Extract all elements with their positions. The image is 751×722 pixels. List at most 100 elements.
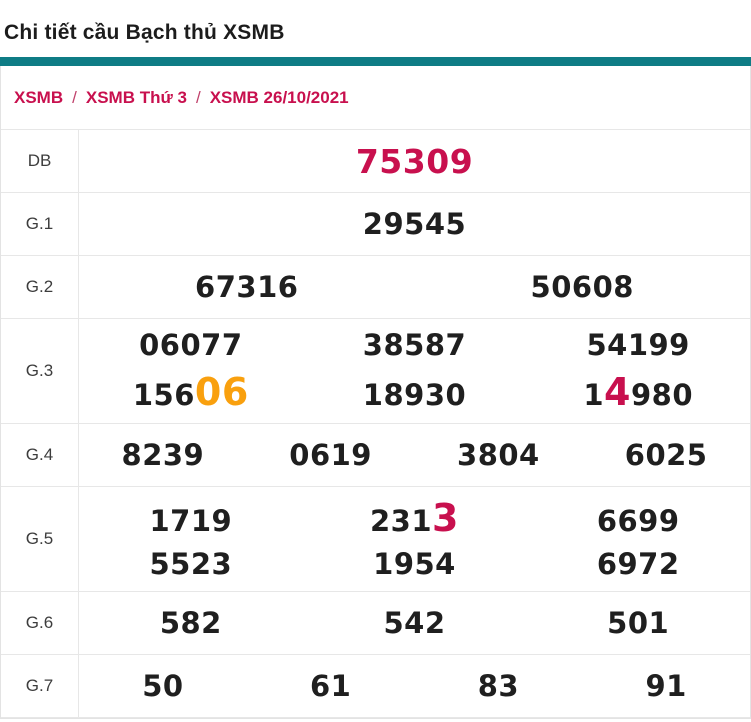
digit-segment: 1719 bbox=[149, 504, 233, 539]
digit-segment: 67316 bbox=[195, 269, 299, 304]
prize-label: G.4 bbox=[1, 424, 79, 486]
prize-number: 50608 bbox=[415, 269, 751, 304]
page-title: Chi tiết cầu Bạch thủ XSMB bbox=[4, 21, 285, 44]
prize-number: 15606 bbox=[79, 373, 303, 411]
results-table: DB 75309 G.1 29545 G.2 67316 50608 G.3 06077 3858… bbox=[1, 130, 750, 718]
prize-values: 50 61 83 91 bbox=[79, 655, 750, 717]
prize-number: 501 bbox=[526, 605, 750, 640]
table-row: G.5 1719 2313 6699 5523 1954 6972 bbox=[1, 487, 750, 592]
prize-number: 54199 bbox=[526, 331, 750, 360]
breadcrumb-link[interactable]: XSMB Thứ 3 bbox=[85, 87, 187, 107]
breadcrumb-link[interactable]: XSMB bbox=[14, 87, 64, 107]
digit-segment: 231 bbox=[370, 504, 433, 539]
digit-segment: 91 bbox=[645, 668, 687, 703]
table-row: G.3 06077 38587 54199 15606 18930 14980 bbox=[1, 319, 750, 424]
prize-number: 38587 bbox=[303, 331, 527, 360]
prize-number: 6972 bbox=[526, 546, 750, 581]
prize-label: G.6 bbox=[1, 592, 79, 654]
prize-line: 50 61 83 91 bbox=[79, 668, 750, 703]
prize-label: G.2 bbox=[1, 256, 79, 318]
table-row: G.4 8239 0619 3804 6025 bbox=[1, 424, 750, 487]
prize-number: 14980 bbox=[526, 373, 750, 411]
prize-number: 5523 bbox=[79, 546, 303, 581]
breadcrumb-separator: / bbox=[72, 87, 77, 107]
digit-segment: 542 bbox=[383, 605, 446, 640]
prize-values: 67316 50608 bbox=[79, 256, 750, 318]
highlighted-digit: 3 bbox=[432, 496, 459, 541]
digit-segment: 8239 bbox=[121, 437, 205, 472]
digit-segment: 06077 bbox=[139, 328, 243, 363]
prize-line: 582 542 501 bbox=[79, 605, 750, 640]
highlighted-digit: 06 bbox=[194, 369, 249, 414]
prize-number: 0619 bbox=[247, 437, 415, 472]
table-row: DB 75309 bbox=[1, 130, 750, 193]
prize-values: 75309 bbox=[79, 130, 750, 192]
digit-segment: 5523 bbox=[149, 546, 233, 581]
prize-number: 83 bbox=[415, 668, 583, 703]
prize-label: DB bbox=[1, 130, 79, 192]
prize-number: 6699 bbox=[526, 507, 750, 536]
table-row: G.1 29545 bbox=[1, 193, 750, 256]
digit-segment: 156 bbox=[132, 377, 195, 412]
digit-segment: 54199 bbox=[586, 328, 690, 363]
digit-segment: 18930 bbox=[362, 377, 467, 412]
breadcrumb-separator: / bbox=[195, 87, 201, 107]
prize-number: 75309 bbox=[79, 145, 750, 178]
digit-segment: 6699 bbox=[596, 504, 680, 539]
digit-segment: 501 bbox=[607, 605, 670, 640]
digit-segment: 980 bbox=[630, 377, 694, 412]
prize-number: 6025 bbox=[582, 437, 750, 472]
prize-line: 29545 bbox=[79, 206, 750, 241]
table-row: G.2 67316 50608 bbox=[1, 256, 750, 319]
prize-number: 1954 bbox=[303, 546, 527, 581]
prize-line: 06077 38587 54199 bbox=[79, 331, 750, 360]
table-row: G.6 582 542 501 bbox=[1, 592, 750, 655]
breadcrumb: XSMB / XSMB Thứ 3 / XSMB 26/10/2021 bbox=[1, 66, 750, 130]
digit-segment: 0619 bbox=[289, 437, 372, 472]
digit-segment: 1954 bbox=[373, 546, 456, 581]
prize-number: 61 bbox=[247, 668, 415, 703]
digit-segment: 29545 bbox=[362, 206, 467, 241]
highlighted-digit: 4 bbox=[604, 369, 631, 414]
prize-values: 29545 bbox=[79, 193, 750, 255]
highlighted-digit: 75309 bbox=[355, 141, 474, 181]
digit-segment: 1 bbox=[583, 377, 605, 412]
prize-values: 06077 38587 54199 15606 18930 14980 bbox=[79, 319, 750, 423]
digit-segment: 61 bbox=[309, 668, 352, 703]
prize-line: 8239 0619 3804 6025 bbox=[79, 437, 750, 472]
prize-label: G.7 bbox=[1, 655, 79, 717]
prize-number: 8239 bbox=[79, 437, 247, 472]
prize-number: 2313 bbox=[303, 499, 527, 537]
prize-line: 1719 2313 6699 bbox=[79, 499, 750, 537]
digit-segment: 582 bbox=[159, 605, 222, 640]
prize-values: 582 542 501 bbox=[79, 592, 750, 654]
prize-number: 06077 bbox=[79, 331, 303, 360]
prize-number: 542 bbox=[303, 605, 527, 640]
prize-number: 67316 bbox=[79, 269, 415, 304]
results-panel: XSMB / XSMB Thứ 3/XSMB 26/10/2021 DB 75309 G… bbox=[0, 66, 751, 719]
prize-label: G.5 bbox=[1, 487, 79, 591]
accent-bar bbox=[0, 57, 751, 66]
prize-values: 8239 0619 3804 6025 bbox=[79, 424, 750, 486]
prize-number: 582 bbox=[79, 605, 303, 640]
digit-segment: 3804 bbox=[457, 437, 540, 472]
prize-number: 3804 bbox=[415, 437, 583, 472]
digit-segment: 6972 bbox=[596, 546, 680, 581]
prize-number: 29545 bbox=[79, 206, 750, 241]
digit-segment: 50 bbox=[142, 668, 184, 703]
digit-segment: 6025 bbox=[624, 437, 708, 472]
prize-line: 75309 bbox=[79, 145, 750, 178]
prize-number: 1719 bbox=[79, 507, 303, 536]
prize-line: 5523 1954 6972 bbox=[79, 546, 750, 581]
digit-segment: 38587 bbox=[362, 328, 467, 363]
digit-segment: 50608 bbox=[530, 269, 634, 304]
prize-values: 1719 2313 6699 5523 1954 6972 bbox=[79, 487, 750, 591]
breadcrumb-link[interactable]: XSMB 26/10/2021 bbox=[209, 87, 349, 107]
table-row: G.7 50 61 83 91 bbox=[1, 655, 750, 718]
prize-line: 15606 18930 14980 bbox=[79, 373, 750, 411]
prize-number: 50 bbox=[79, 668, 247, 703]
prize-number: 18930 bbox=[303, 377, 527, 412]
digit-segment: 83 bbox=[477, 668, 520, 703]
prize-line: 67316 50608 bbox=[79, 269, 751, 304]
prize-label: G.1 bbox=[1, 193, 79, 255]
